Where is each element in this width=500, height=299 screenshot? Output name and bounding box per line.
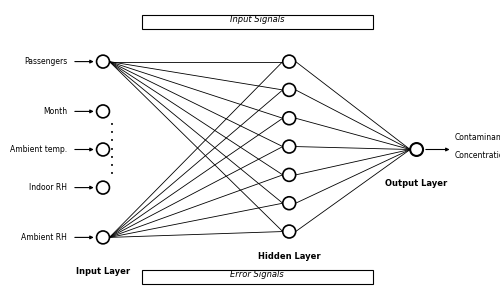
Ellipse shape [96,231,110,244]
Text: •: • [110,138,114,144]
Text: •: • [110,130,114,136]
Text: •: • [110,155,114,161]
Text: •: • [110,163,114,169]
Text: Ambient temp.: Ambient temp. [10,145,67,154]
Text: •: • [110,122,114,128]
Bar [142,15,372,29]
Text: Month: Month [43,107,67,116]
Text: Error Signals: Error Signals [230,270,284,279]
Bar [142,270,372,284]
Ellipse shape [96,55,110,68]
Ellipse shape [283,55,296,68]
Text: Concentration: Concentration [455,151,500,160]
Text: •: • [110,171,114,177]
Text: •: • [110,147,114,152]
Text: Passengers: Passengers [24,57,67,66]
Ellipse shape [283,168,296,181]
Text: Hidden Layer: Hidden Layer [258,252,320,261]
Text: Ambient RH: Ambient RH [22,233,67,242]
Ellipse shape [283,83,296,96]
Ellipse shape [283,197,296,210]
Ellipse shape [410,143,423,156]
Ellipse shape [96,105,110,118]
Text: Input Signals: Input Signals [230,15,284,24]
Ellipse shape [283,140,296,153]
Ellipse shape [96,143,110,156]
Ellipse shape [96,181,110,194]
Text: Input Layer: Input Layer [76,267,130,276]
Text: Indoor RH: Indoor RH [29,183,67,192]
Text: Output Layer: Output Layer [386,179,448,188]
Ellipse shape [283,112,296,125]
Text: Contaminant: Contaminant [455,133,500,142]
Ellipse shape [283,225,296,238]
